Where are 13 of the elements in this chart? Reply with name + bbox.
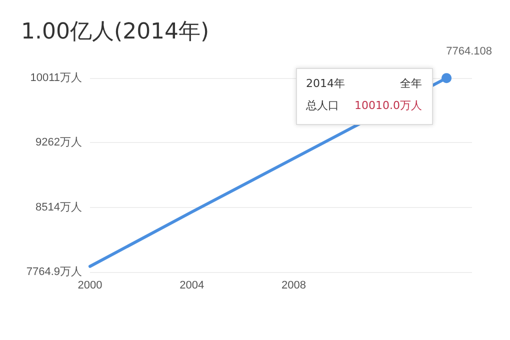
x-tick-label: 2004	[180, 280, 204, 292]
x-tick-label: 2000	[78, 280, 102, 292]
y-tick-label: 9262万人	[36, 136, 82, 149]
text: 7764.108	[446, 46, 492, 58]
annotation: 10010.0万人	[354, 99, 422, 112]
y-tick-label: 10011万人	[30, 72, 82, 84]
annotation: 2014年	[306, 77, 345, 90]
y-tick-label: 8514万人	[36, 201, 82, 214]
x-tick-label: 2008	[281, 280, 306, 292]
annotation: 全年	[400, 77, 422, 90]
annotation: 总人口	[305, 99, 339, 112]
chart-title: 1.00亿人(2014年)	[21, 20, 210, 44]
y-tick-label: 7764.9万人	[26, 266, 82, 278]
